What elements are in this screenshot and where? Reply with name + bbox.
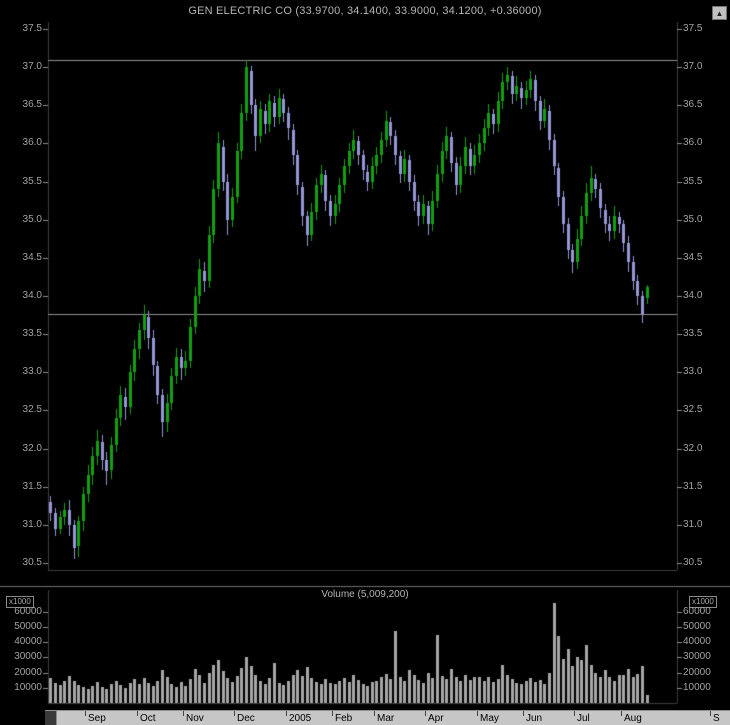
price-axis-label: 34.5: [683, 252, 703, 263]
month-label: Aug: [624, 713, 642, 724]
volume-axis-label: 30000: [683, 651, 711, 662]
price-axis-label: 37.5: [22, 23, 42, 34]
month-tick: [425, 711, 426, 716]
price-axis-label: 32.5: [683, 404, 703, 415]
month-label: 2005: [289, 713, 312, 724]
price-axis-label: 33.0: [22, 366, 42, 377]
volume-axis-label: 30000: [14, 651, 42, 662]
price-axis-label: 35.0: [683, 214, 703, 225]
chart-scroll-button[interactable]: ▲: [712, 6, 727, 20]
price-axis-label: 31.5: [22, 481, 42, 492]
month-label: Jun: [526, 713, 543, 724]
volume-unit-label-left: x1000: [6, 596, 34, 608]
price-axis-label: 32.0: [22, 443, 42, 454]
price-axis-label: 31.0: [22, 519, 42, 530]
month-tick: [286, 711, 287, 716]
price-axis-label: 34.0: [22, 290, 42, 301]
month-label: Nov: [186, 713, 204, 724]
month-tick: [137, 711, 138, 716]
month-tick: [332, 711, 333, 716]
volume-axis-label: 40000: [14, 636, 42, 647]
price-axis-label: 36.0: [683, 137, 703, 148]
month-label: Sep: [88, 713, 106, 724]
price-axis-label: 37.0: [683, 61, 703, 72]
month-label: Feb: [335, 713, 353, 724]
price-axis-label: 32.0: [683, 443, 703, 454]
month-tick: [574, 711, 575, 716]
volume-axis-label: 20000: [14, 667, 42, 678]
price-axis-label: 36.5: [22, 99, 42, 110]
price-axis-label: 33.5: [683, 328, 703, 339]
price-axis-label: 37.5: [683, 23, 703, 34]
up-arrow-icon: ▲: [715, 8, 724, 18]
month-tick: [710, 711, 711, 716]
month-label: Oct: [140, 713, 156, 724]
axis-corner-box: [45, 711, 57, 725]
price-axis-label: 37.0: [22, 61, 42, 72]
price-axis-label: 30.5: [683, 557, 703, 568]
price-axis-label: 30.5: [22, 557, 42, 568]
price-axis-label: 32.5: [22, 404, 42, 415]
volume-axis-label: 10000: [683, 682, 711, 693]
price-axis-label: 35.0: [22, 214, 42, 225]
month-tick: [621, 711, 622, 716]
volume-axis-label: 20000: [683, 667, 711, 678]
price-axis-label: 31.0: [683, 519, 703, 530]
price-axis-label: 36.5: [683, 99, 703, 110]
volume-title: Volume (5,009,200): [321, 589, 409, 600]
volume-axis-label: 50000: [683, 621, 711, 632]
price-axis-label: 31.5: [683, 481, 703, 492]
month-tick: [85, 711, 86, 716]
volume-axis-label: 60000: [683, 606, 711, 617]
volume-axis-label: 10000: [14, 682, 42, 693]
price-axis-label: 33.0: [683, 366, 703, 377]
price-axis-label: 33.5: [22, 328, 42, 339]
month-label: Mar: [377, 713, 395, 724]
month-tick: [234, 711, 235, 716]
chart-title: GEN ELECTRIC CO (33.9700, 34.1400, 33.90…: [188, 5, 542, 17]
month-tick: [374, 711, 375, 716]
month-label: Jul: [577, 713, 590, 724]
time-axis-bar: Sep Oct Nov Dec 2005 Feb Mar Apr May Jun Jul Aug S: [45, 710, 730, 725]
volume-unit-label-right: x1000: [689, 596, 717, 608]
month-label: Dec: [237, 713, 255, 724]
price-axis-label: 35.5: [683, 176, 703, 187]
price-axis-label: 34.5: [22, 252, 42, 263]
month-label: S: [713, 713, 720, 724]
month-tick: [477, 711, 478, 716]
month-tick: [523, 711, 524, 716]
month-label: May: [480, 713, 499, 724]
volume-axis-label: 60000: [14, 606, 42, 617]
month-tick: [183, 711, 184, 716]
price-axis-label: 35.5: [22, 176, 42, 187]
price-axis-label: 36.0: [22, 137, 42, 148]
month-label: Apr: [428, 713, 444, 724]
price-axis-label: 34.0: [683, 290, 703, 301]
volume-axis-label: 50000: [14, 621, 42, 632]
volume-axis-label: 40000: [683, 636, 711, 647]
